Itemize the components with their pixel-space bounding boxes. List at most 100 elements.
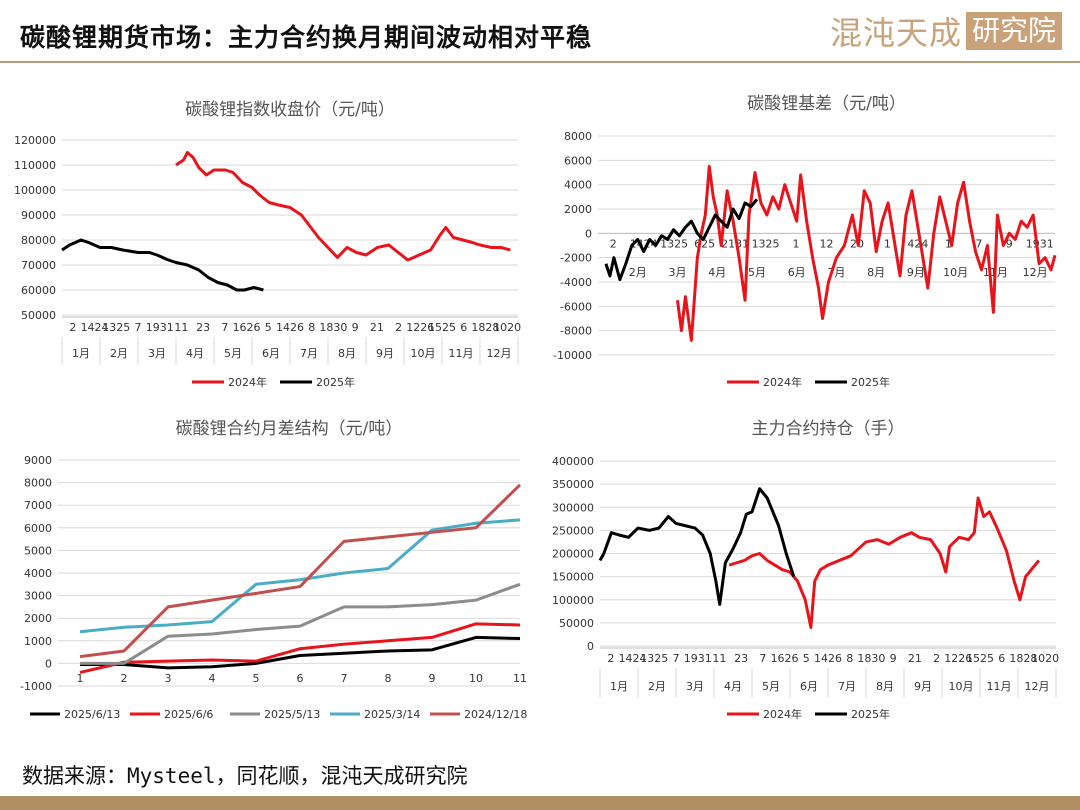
x-day-label: 1830 bbox=[857, 652, 885, 665]
logo-text: 混沌天成 bbox=[829, 14, 962, 52]
x-month-label: 3月 bbox=[148, 347, 166, 360]
x-day-label: 1226 bbox=[944, 652, 972, 665]
x-day-label: 1325 bbox=[752, 237, 780, 250]
x-day-label: 1424 bbox=[81, 321, 109, 334]
x-day-label: 1020 bbox=[1031, 652, 1059, 665]
x-day-label: 1325 bbox=[102, 321, 130, 334]
y-tick-label: 70000 bbox=[21, 259, 56, 272]
x-tick-label: 4 bbox=[209, 672, 216, 685]
y-tick-label: 350000 bbox=[552, 478, 594, 491]
x-day-label: 1828 bbox=[1009, 652, 1037, 665]
logo-box: 研究院 bbox=[965, 12, 1062, 50]
x-day-label: 23 bbox=[734, 652, 748, 665]
y-tick-label: 4000 bbox=[24, 567, 52, 580]
x-day-label: 7 bbox=[135, 321, 142, 334]
y-tick-label: 50000 bbox=[21, 309, 56, 322]
x-day-label: 2 bbox=[395, 321, 402, 334]
legend-label: 2025/3/14 bbox=[364, 708, 420, 721]
x-month-label: 4月 bbox=[708, 266, 726, 279]
series-line bbox=[175, 151, 511, 262]
y-tick-label: 8000 bbox=[564, 130, 592, 143]
x-day-label: 1931 bbox=[684, 652, 712, 665]
legend-label: 2025/5/13 bbox=[264, 708, 320, 721]
y-tick-label: 0 bbox=[587, 640, 594, 653]
x-tick-label: 5 bbox=[253, 672, 260, 685]
x-day-label: 2 bbox=[933, 652, 940, 665]
x-month-label: 12月 bbox=[487, 347, 512, 360]
y-tick-label: 100000 bbox=[552, 594, 594, 607]
x-month-label: 5月 bbox=[748, 266, 766, 279]
y-tick-label: 3000 bbox=[24, 590, 52, 603]
x-day-label: 2131 bbox=[721, 237, 749, 250]
legend-label: 2025年 bbox=[851, 375, 890, 389]
x-day-label: 1626 bbox=[233, 321, 261, 334]
x-day-label: 5 bbox=[803, 652, 810, 665]
header: 碳酸锂期货市场：主力合约换月期间波动相对平稳 混沌天成 研究院 bbox=[0, 0, 1080, 62]
x-day-label: 8 bbox=[308, 321, 315, 334]
x-month-label: 8月 bbox=[876, 680, 894, 693]
x-day-label: 1626 bbox=[771, 652, 799, 665]
x-month-label: 1月 bbox=[72, 347, 90, 360]
legend-label: 2024年 bbox=[228, 375, 267, 389]
x-day-label: 1 bbox=[884, 237, 891, 250]
chart-title: 碳酸锂基差（元/吨） bbox=[747, 94, 906, 114]
x-day-label: 6 bbox=[460, 321, 467, 334]
legend-label: 2025年 bbox=[851, 707, 890, 721]
x-tick-label: 2 bbox=[121, 672, 128, 685]
x-month-label: 3月 bbox=[686, 680, 704, 693]
series-line bbox=[79, 483, 522, 659]
y-tick-label: 250000 bbox=[552, 524, 594, 537]
y-tick-label: 7000 bbox=[24, 499, 52, 512]
x-day-label: 9 bbox=[1006, 237, 1013, 250]
x-month-label: 6月 bbox=[788, 266, 806, 279]
chart-title: 碳酸锂合约月差结构（元/吨） bbox=[176, 419, 403, 439]
series-line bbox=[675, 164, 1057, 342]
x-month-label: 12月 bbox=[1023, 266, 1048, 279]
legend-label: 2024/12/18 bbox=[464, 708, 527, 721]
x-month-label: 7月 bbox=[838, 680, 856, 693]
x-day-label: 1020 bbox=[493, 321, 521, 334]
x-tick-label: 11 bbox=[513, 672, 527, 685]
y-tick-label: 50000 bbox=[559, 617, 594, 630]
legend-label: 2024年 bbox=[763, 375, 802, 389]
x-month-label: 2月 bbox=[110, 347, 128, 360]
y-tick-label: 110000 bbox=[14, 159, 56, 172]
x-day-label: 1525 bbox=[966, 652, 994, 665]
x-month-label: 11月 bbox=[449, 347, 474, 360]
x-month-label: 3月 bbox=[668, 266, 686, 279]
legend-label: 2024年 bbox=[763, 707, 802, 721]
x-day-label: 1830 bbox=[319, 321, 347, 334]
x-month-label: 6月 bbox=[800, 680, 818, 693]
y-tick-label: 4000 bbox=[564, 179, 592, 192]
x-month-label: 4月 bbox=[724, 680, 742, 693]
x-day-label: 424 bbox=[907, 237, 928, 250]
legend-label: 2025年 bbox=[316, 375, 355, 389]
x-tick-label: 9 bbox=[429, 672, 436, 685]
x-month-label: 8月 bbox=[867, 266, 885, 279]
x-month-label: 7月 bbox=[300, 347, 318, 360]
y-tick-label: 300000 bbox=[552, 501, 594, 514]
x-day-label: 1424 bbox=[619, 652, 647, 665]
chart-title: 主力合约持仓（手） bbox=[752, 419, 905, 439]
y-tick-label: 8000 bbox=[24, 477, 52, 490]
y-tick-label: 9000 bbox=[24, 454, 52, 467]
x-day-label: 11 bbox=[174, 321, 188, 334]
x-day-label: 7 bbox=[673, 652, 680, 665]
chart-price-index: 碳酸锂指数收盘价（元/吨） 50000 60000 70000 80000 90000 10… bbox=[14, 100, 521, 389]
x-tick-label: 1 bbox=[77, 672, 84, 685]
y-tick-label: -6000 bbox=[560, 300, 592, 313]
x-day-label: 1325 bbox=[660, 237, 688, 250]
x-month-label: 2月 bbox=[629, 266, 647, 279]
x-day-label: 2 bbox=[607, 652, 614, 665]
x-tick-label: 7 bbox=[341, 672, 348, 685]
footer-bar bbox=[0, 796, 1080, 810]
x-day-label: 5 bbox=[265, 321, 272, 334]
y-tick-label: 90000 bbox=[21, 209, 56, 222]
x-tick-label: 3 bbox=[165, 672, 172, 685]
x-day-label: 1 bbox=[793, 237, 800, 250]
series-line bbox=[604, 198, 759, 282]
series-line bbox=[80, 635, 521, 670]
legend-label: 2025/6/6 bbox=[164, 708, 213, 721]
y-tick-label: 80000 bbox=[21, 234, 56, 247]
x-month-label: 6月 bbox=[262, 347, 280, 360]
